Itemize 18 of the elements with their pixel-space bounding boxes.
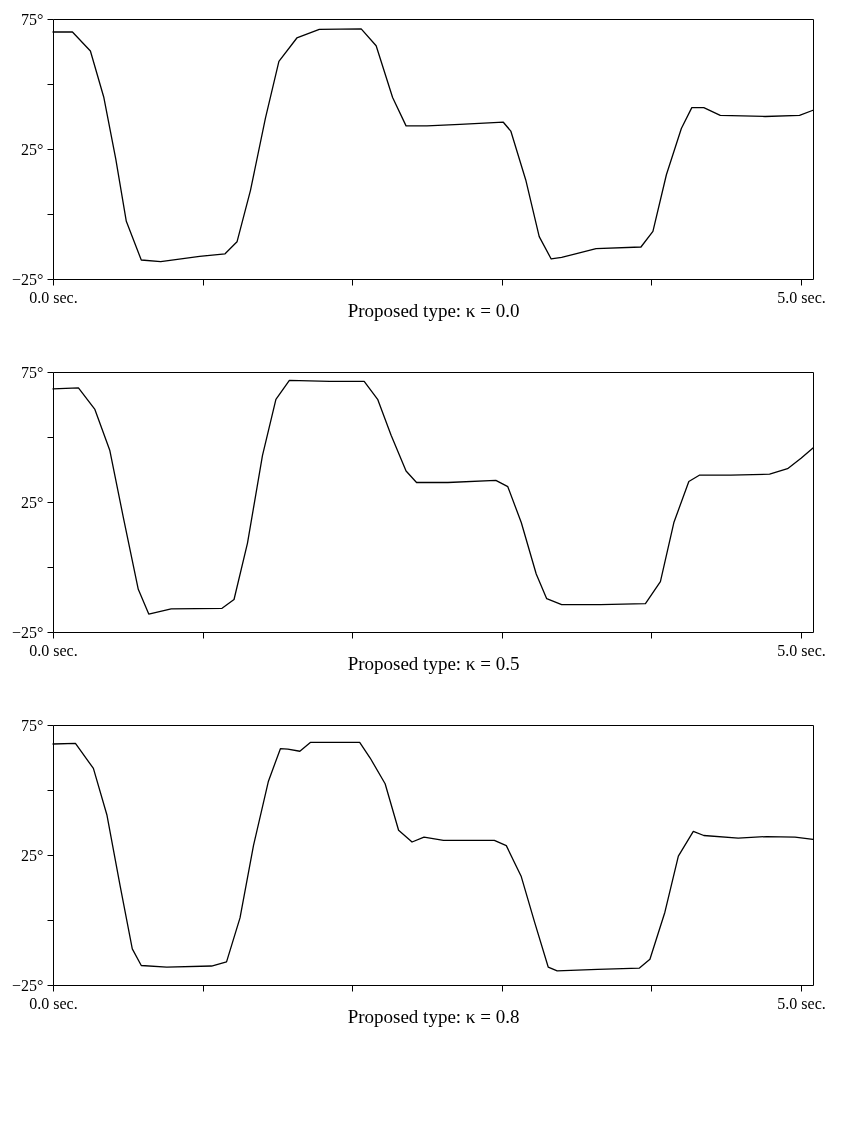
x-tick-label: 5.0 sec. [777, 641, 826, 659]
x-tick-label: 0.0 sec. [29, 641, 78, 659]
y-tick-label: −25° [12, 623, 44, 641]
y-tick-label: 25° [21, 493, 44, 511]
y-tick-label: −25° [12, 976, 44, 994]
x-tick-label: 0.0 sec. [29, 994, 78, 1012]
y-tick-label: 25° [21, 846, 44, 864]
y-tick-label: −25° [12, 270, 44, 288]
y-tick-label: 75° [21, 716, 44, 734]
x-tick-label: 5.0 sec. [777, 288, 826, 306]
y-tick-label: 75° [21, 363, 44, 381]
x-axis-title: Proposed type: κ = 0.5 [347, 652, 520, 674]
x-tick-label: 0.0 sec. [29, 288, 78, 306]
x-tick-label: 5.0 sec. [777, 994, 826, 1012]
y-tick-label: 25° [21, 140, 44, 158]
x-axis-title: Proposed type: κ = 0.0 [347, 299, 520, 321]
x-axis-title: Proposed type: κ = 0.8 [347, 1005, 520, 1027]
y-tick-label: 75° [21, 10, 44, 28]
